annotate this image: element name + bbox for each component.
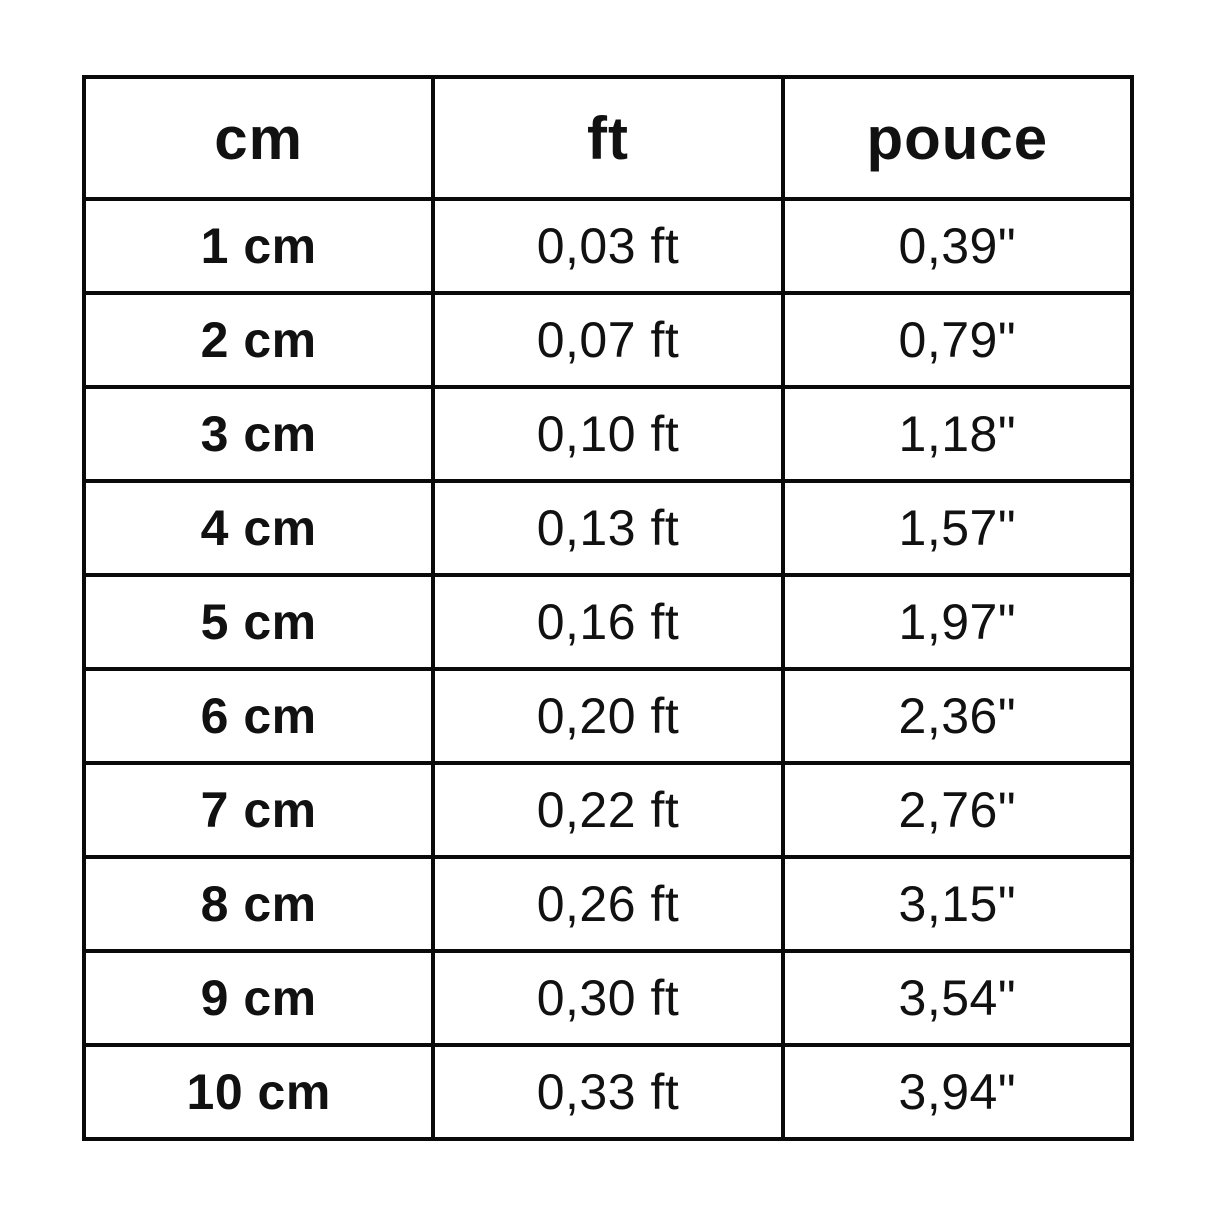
table-row: 10 cm 0,33 ft 3,94" <box>81 1043 1135 1141</box>
table-row: 9 cm 0,30 ft 3,54" <box>81 949 1135 1047</box>
table-row: 5 cm 0,16 ft 1,97" <box>81 573 1135 671</box>
pouce-value: 0,79" <box>780 291 1135 389</box>
cm-value: 10 cm <box>81 1043 436 1141</box>
pouce-value: 1,97" <box>780 573 1135 671</box>
cm-value: 7 cm <box>81 761 436 859</box>
table-row: 7 cm 0,22 ft 2,76" <box>81 761 1135 859</box>
ft-value: 0,20 ft <box>431 667 785 765</box>
column-header-ft: ft <box>431 75 785 201</box>
table-row: 6 cm 0,20 ft 2,36" <box>81 667 1135 765</box>
pouce-value: 2,76" <box>780 761 1135 859</box>
ft-value: 0,03 ft <box>431 197 785 295</box>
pouce-value: 3,15" <box>780 855 1135 953</box>
ft-value: 0,13 ft <box>431 479 785 577</box>
table-row: 4 cm 0,13 ft 1,57" <box>81 479 1135 577</box>
ft-value: 0,26 ft <box>431 855 785 953</box>
cm-value: 9 cm <box>81 949 436 1047</box>
column-header-pouce: pouce <box>780 75 1135 201</box>
table-row: 3 cm 0,10 ft 1,18" <box>81 385 1135 483</box>
table-row: 2 cm 0,07 ft 0,79" <box>81 291 1135 389</box>
ft-value: 0,10 ft <box>431 385 785 483</box>
cm-value: 6 cm <box>81 667 436 765</box>
cm-value: 8 cm <box>81 855 436 953</box>
pouce-value: 2,36" <box>780 667 1135 765</box>
cm-value: 4 cm <box>81 479 436 577</box>
conversion-table: cm ft pouce 1 cm 0,03 ft 0,39" 2 cm 0,07… <box>81 75 1135 1141</box>
ft-value: 0,07 ft <box>431 291 785 389</box>
table-row: 1 cm 0,03 ft 0,39" <box>81 197 1135 295</box>
column-header-cm: cm <box>81 75 436 201</box>
pouce-value: 1,18" <box>780 385 1135 483</box>
cm-value: 2 cm <box>81 291 436 389</box>
table-header-row: cm ft pouce <box>81 75 1135 201</box>
cm-value: 1 cm <box>81 197 436 295</box>
ft-value: 0,16 ft <box>431 573 785 671</box>
ft-value: 0,30 ft <box>431 949 785 1047</box>
pouce-value: 3,94" <box>780 1043 1135 1141</box>
pouce-value: 3,54" <box>780 949 1135 1047</box>
cm-value: 3 cm <box>81 385 436 483</box>
ft-value: 0,22 ft <box>431 761 785 859</box>
cm-value: 5 cm <box>81 573 436 671</box>
pouce-value: 0,39" <box>780 197 1135 295</box>
ft-value: 0,33 ft <box>431 1043 785 1141</box>
pouce-value: 1,57" <box>780 479 1135 577</box>
table-row: 8 cm 0,26 ft 3,15" <box>81 855 1135 953</box>
